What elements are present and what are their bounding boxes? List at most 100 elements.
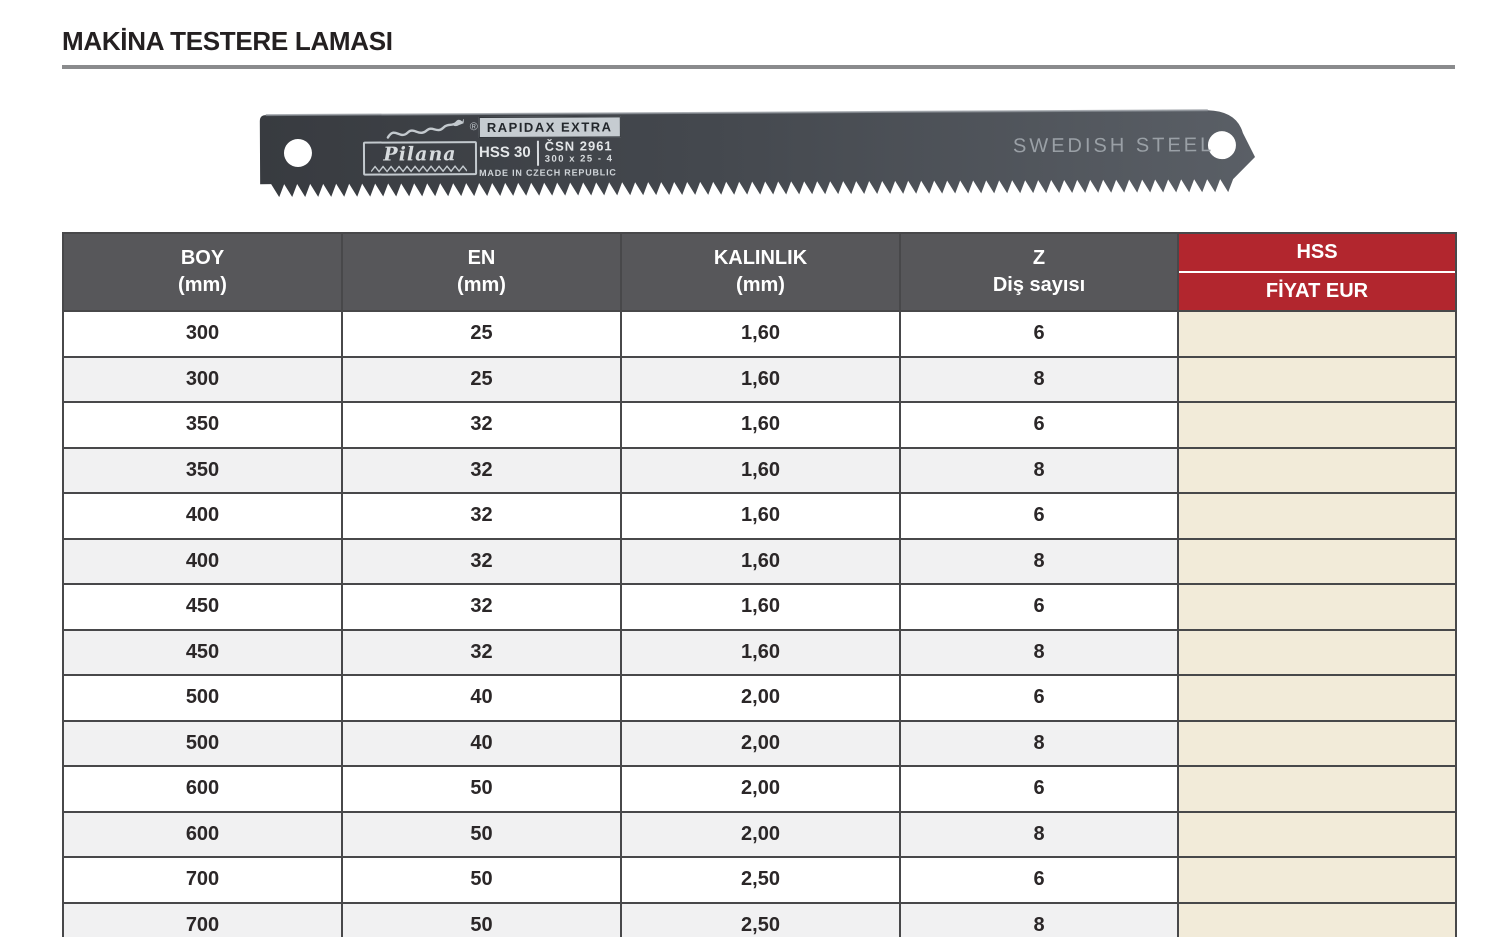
type-standard-line: HSS 30 ČSN 2961 300 x 25 - 4 <box>478 138 614 166</box>
value-cell: 400 <box>62 492 343 540</box>
value-cell: 8 <box>899 628 1179 676</box>
table-row: 300 25 1,60 8 <box>62 355 1457 403</box>
price-cell <box>1177 628 1457 676</box>
table-row: 500 40 2,00 8 <box>62 719 1457 767</box>
registered-trademark: ® <box>469 121 478 134</box>
price-cell <box>1177 355 1457 403</box>
value-cell: 32 <box>341 537 622 585</box>
value-cell: 1,60 <box>620 628 901 676</box>
value-cell: 6 <box>899 401 1179 449</box>
value-cell: 1,60 <box>620 492 901 540</box>
title-divider <box>62 65 1455 69</box>
table-row: 450 32 1,60 6 <box>62 583 1457 631</box>
value-cell: 32 <box>341 446 622 494</box>
brand-name: Pilana <box>383 143 457 166</box>
value-cell: 8 <box>899 446 1179 494</box>
price-cell <box>1177 901 1457 937</box>
zigzag-icon <box>371 165 468 173</box>
value-cell: 32 <box>341 401 622 449</box>
column-header-kalinlik: KALINLIK (mm) <box>620 232 901 312</box>
header-line2: (mm) <box>178 274 227 296</box>
standard-label: ČSN 2961 <box>544 138 613 154</box>
price-cell <box>1177 492 1457 540</box>
header-line2: (mm) <box>736 274 785 296</box>
value-cell: 32 <box>341 628 622 676</box>
price-cell <box>1177 310 1457 358</box>
saw-blade-image: ® Pilana RAPIDAX EXTRA HSS 30 ČSN 2961 3… <box>258 107 1256 200</box>
value-cell: 500 <box>62 719 343 767</box>
price-cell <box>1177 674 1457 722</box>
snake-icon <box>386 118 466 139</box>
value-cell: 32 <box>341 583 622 631</box>
page-title: MAKİNA TESTERE LAMASI <box>62 26 393 56</box>
header-line1: EN <box>467 247 496 269</box>
value-cell: 6 <box>899 310 1179 358</box>
value-cell: 50 <box>341 810 622 858</box>
value-cell: 500 <box>62 674 343 722</box>
table-row: 600 50 2,00 6 <box>62 765 1457 813</box>
column-header-z: Z Diş sayısı <box>899 232 1179 312</box>
header-line2: FİYAT EUR <box>1265 280 1369 302</box>
value-cell: 8 <box>899 901 1179 937</box>
price-cell <box>1177 446 1457 494</box>
column-header-boy: BOY (mm) <box>62 232 343 312</box>
value-cell: 350 <box>62 446 343 494</box>
value-cell: 300 <box>62 355 343 403</box>
value-cell: 8 <box>899 355 1179 403</box>
table-row: 400 32 1,60 6 <box>62 492 1457 540</box>
value-cell: 600 <box>62 765 343 813</box>
blade-hole-left <box>283 139 312 168</box>
value-cell: 6 <box>899 856 1179 904</box>
price-cell <box>1177 719 1457 767</box>
price-cell <box>1177 537 1457 585</box>
value-cell: 25 <box>341 355 622 403</box>
series-label: RAPIDAX EXTRA <box>478 116 621 139</box>
value-cell: 2,50 <box>620 901 901 937</box>
value-cell: 50 <box>341 856 622 904</box>
value-cell: 2,00 <box>620 765 901 813</box>
divider-bar <box>536 140 539 166</box>
price-cell <box>1177 810 1457 858</box>
value-cell: 700 <box>62 901 343 937</box>
brand-logo-box: Pilana <box>362 141 478 176</box>
value-cell: 40 <box>341 674 622 722</box>
table-row: 700 50 2,50 6 <box>62 856 1457 904</box>
value-cell: 1,60 <box>620 583 901 631</box>
steel-label: SWEDISH STEEL <box>1012 134 1215 158</box>
value-cell: 32 <box>341 492 622 540</box>
value-cell: 25 <box>341 310 622 358</box>
value-cell: 1,60 <box>620 355 901 403</box>
table-row: 600 50 2,00 8 <box>62 810 1457 858</box>
value-cell: 350 <box>62 401 343 449</box>
column-header-en: EN (mm) <box>341 232 622 312</box>
origin-label: MADE IN CZECH REPUBLIC <box>479 167 617 179</box>
value-cell: 50 <box>341 901 622 937</box>
price-cell <box>1177 856 1457 904</box>
value-cell: 2,00 <box>620 719 901 767</box>
value-cell: 400 <box>62 537 343 585</box>
value-cell: 450 <box>62 583 343 631</box>
spec-table: BOY (mm) EN (mm) KALINLIK (mm) Z Diş say… <box>62 232 1457 937</box>
value-cell: 8 <box>899 537 1179 585</box>
table-row: 500 40 2,00 6 <box>62 674 1457 722</box>
value-cell: 1,60 <box>620 537 901 585</box>
header-line1: Z <box>1032 247 1046 269</box>
value-cell: 1,60 <box>620 446 901 494</box>
table-row: 400 32 1,60 8 <box>62 537 1457 585</box>
value-cell: 2,00 <box>620 674 901 722</box>
value-cell: 450 <box>62 628 343 676</box>
value-cell: 6 <box>899 492 1179 540</box>
table-row: 350 32 1,60 8 <box>62 446 1457 494</box>
value-cell: 8 <box>899 810 1179 858</box>
type-label: HSS 30 <box>478 143 531 162</box>
snake-emblem: ® <box>386 115 478 141</box>
value-cell: 1,60 <box>620 401 901 449</box>
table-row: 350 32 1,60 6 <box>62 401 1457 449</box>
value-cell: 8 <box>899 719 1179 767</box>
header-line1: HSS <box>1180 235 1454 273</box>
value-cell: 600 <box>62 810 343 858</box>
dimensions-label: 300 x 25 - 4 <box>544 153 614 165</box>
price-cell <box>1177 401 1457 449</box>
value-cell: 6 <box>899 583 1179 631</box>
value-cell: 2,50 <box>620 856 901 904</box>
